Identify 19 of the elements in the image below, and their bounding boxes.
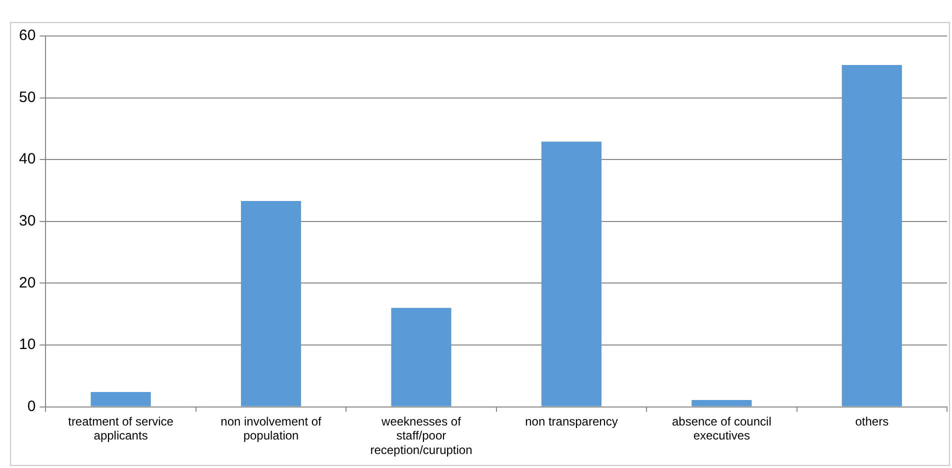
- y-tick-label: 30: [18, 212, 36, 230]
- bar: [391, 308, 452, 406]
- y-tick-label: 20: [18, 274, 36, 292]
- bar: [90, 392, 151, 406]
- y-tick-label: 40: [18, 150, 36, 168]
- y-tick-label: 50: [18, 88, 36, 106]
- bar: [692, 400, 752, 406]
- x-tick-label: non involvement of population: [220, 414, 322, 443]
- x-tick-label: weeknesses of staff/poor reception/curuption: [370, 414, 472, 458]
- bar: [240, 201, 302, 406]
- x-tick-label: treatment of service applicants: [68, 414, 174, 443]
- y-tick-label: 60: [18, 27, 36, 44]
- y-tick-label: 0: [27, 398, 36, 415]
- x-tick-label: non transparency: [525, 414, 618, 428]
- bar: [541, 142, 602, 406]
- bar: [842, 65, 902, 406]
- x-tick-label: others: [855, 414, 889, 428]
- x-tick-label: absence of council executives: [672, 414, 772, 443]
- y-tick-label: 10: [18, 336, 36, 354]
